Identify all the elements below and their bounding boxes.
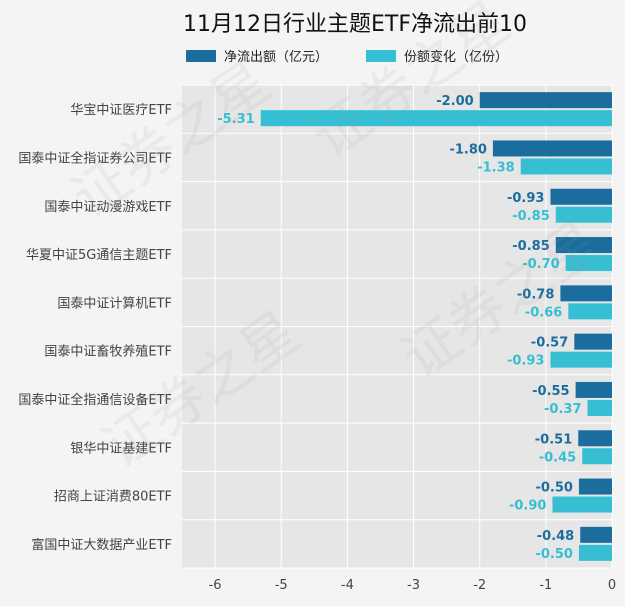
category-label: 国泰中证全指通信设备ETF bbox=[18, 392, 172, 408]
x-tick-label: -1 bbox=[539, 578, 552, 593]
bar-series2 bbox=[552, 496, 612, 513]
bar-series1 bbox=[555, 237, 612, 254]
value-label-series2: -0.93 bbox=[507, 354, 544, 369]
grid-lines bbox=[182, 84, 613, 569]
value-label-series2: -0.50 bbox=[535, 547, 572, 562]
bar-series2 bbox=[565, 255, 612, 272]
bar-series1 bbox=[575, 381, 612, 398]
category-label: 华宝中证医疗ETF bbox=[70, 103, 172, 118]
legend-swatch-1 bbox=[186, 50, 216, 62]
value-label-series2: -0.37 bbox=[544, 402, 581, 417]
x-tick-label: -4 bbox=[341, 578, 354, 593]
bar-series1 bbox=[492, 140, 612, 157]
bar-series1 bbox=[560, 285, 612, 302]
chart-title: 11月12日行业主题ETF净流出前10 bbox=[183, 12, 527, 37]
bar-series2 bbox=[587, 399, 612, 416]
bar-series2 bbox=[550, 351, 612, 368]
category-label: 国泰中证全指证券公司ETF bbox=[18, 150, 172, 166]
value-label-series1: -0.48 bbox=[537, 529, 574, 544]
bar-series2 bbox=[260, 110, 612, 127]
category-label: 银华中证基建ETF bbox=[70, 441, 172, 456]
x-tick-label: -5 bbox=[275, 578, 288, 593]
value-label-series1: -0.57 bbox=[531, 336, 568, 351]
bar-series1 bbox=[578, 478, 612, 495]
value-label-series1: -0.50 bbox=[535, 481, 572, 496]
x-tick-label: -6 bbox=[209, 578, 222, 593]
legend-swatch-2 bbox=[366, 50, 396, 62]
x-tick-label: 0 bbox=[608, 578, 616, 593]
category-label: 国泰中证计算机ETF bbox=[57, 296, 172, 311]
bars bbox=[260, 92, 612, 561]
value-label-series2: -1.38 bbox=[477, 160, 514, 175]
category-label: 富国中证大数据产业ETF bbox=[31, 537, 172, 553]
x-tick-label: -3 bbox=[407, 578, 420, 593]
bar-series2 bbox=[582, 448, 612, 465]
bar-series1 bbox=[550, 188, 612, 205]
bar-series2 bbox=[578, 544, 612, 561]
bar-series2 bbox=[555, 206, 612, 223]
value-label-series2: -0.66 bbox=[525, 305, 562, 320]
value-label-series2: -0.45 bbox=[539, 450, 576, 465]
value-label-series2: -0.70 bbox=[522, 257, 559, 272]
value-label-series1: -1.80 bbox=[449, 142, 486, 157]
value-label-series1: -2.00 bbox=[436, 94, 473, 109]
legend: 净流出额（亿元） 份额变化（亿份） bbox=[186, 49, 508, 65]
bar-series1 bbox=[580, 526, 612, 543]
legend-label-1: 净流出额（亿元） bbox=[224, 50, 328, 65]
value-label-series1: -0.85 bbox=[512, 239, 549, 254]
bar-series1 bbox=[479, 92, 612, 109]
value-label-series2: -0.90 bbox=[509, 499, 546, 514]
bar-series1 bbox=[578, 430, 612, 447]
value-labels: -2.00 -5.31 -1.80 -1.38 -0.93 -0.85 -0.85 -0.70… bbox=[217, 94, 581, 562]
category-label: 国泰中证动漫游戏ETF bbox=[44, 200, 172, 215]
value-label-series1: -0.55 bbox=[532, 384, 569, 399]
legend-label-2: 份额变化（亿份） bbox=[404, 49, 508, 65]
bar-series1 bbox=[574, 333, 612, 350]
category-label: 招商上证消费80ETF bbox=[54, 490, 172, 505]
category-labels: 华宝中证医疗ETF 国泰中证全指证券公司ETF 国泰中证动漫游戏ETF 华夏中证5G通… bbox=[18, 103, 172, 553]
category-label: 国泰中证畜牧养殖ETF bbox=[44, 344, 172, 360]
value-label-series2: -0.85 bbox=[512, 209, 549, 224]
category-label: 华夏中证5G通信主题ETF bbox=[26, 248, 172, 263]
value-label-series1: -0.51 bbox=[535, 432, 572, 447]
bar-series2 bbox=[520, 158, 612, 175]
value-label-series1: -0.93 bbox=[507, 191, 544, 206]
value-label-series2: -5.31 bbox=[217, 112, 254, 127]
value-label-series1: -0.78 bbox=[517, 287, 554, 302]
x-tick-label: -2 bbox=[473, 578, 486, 593]
x-axis-ticks: -6 -5 -4 -3 -2 -1 0 bbox=[209, 578, 617, 593]
bar-series2 bbox=[568, 303, 612, 320]
